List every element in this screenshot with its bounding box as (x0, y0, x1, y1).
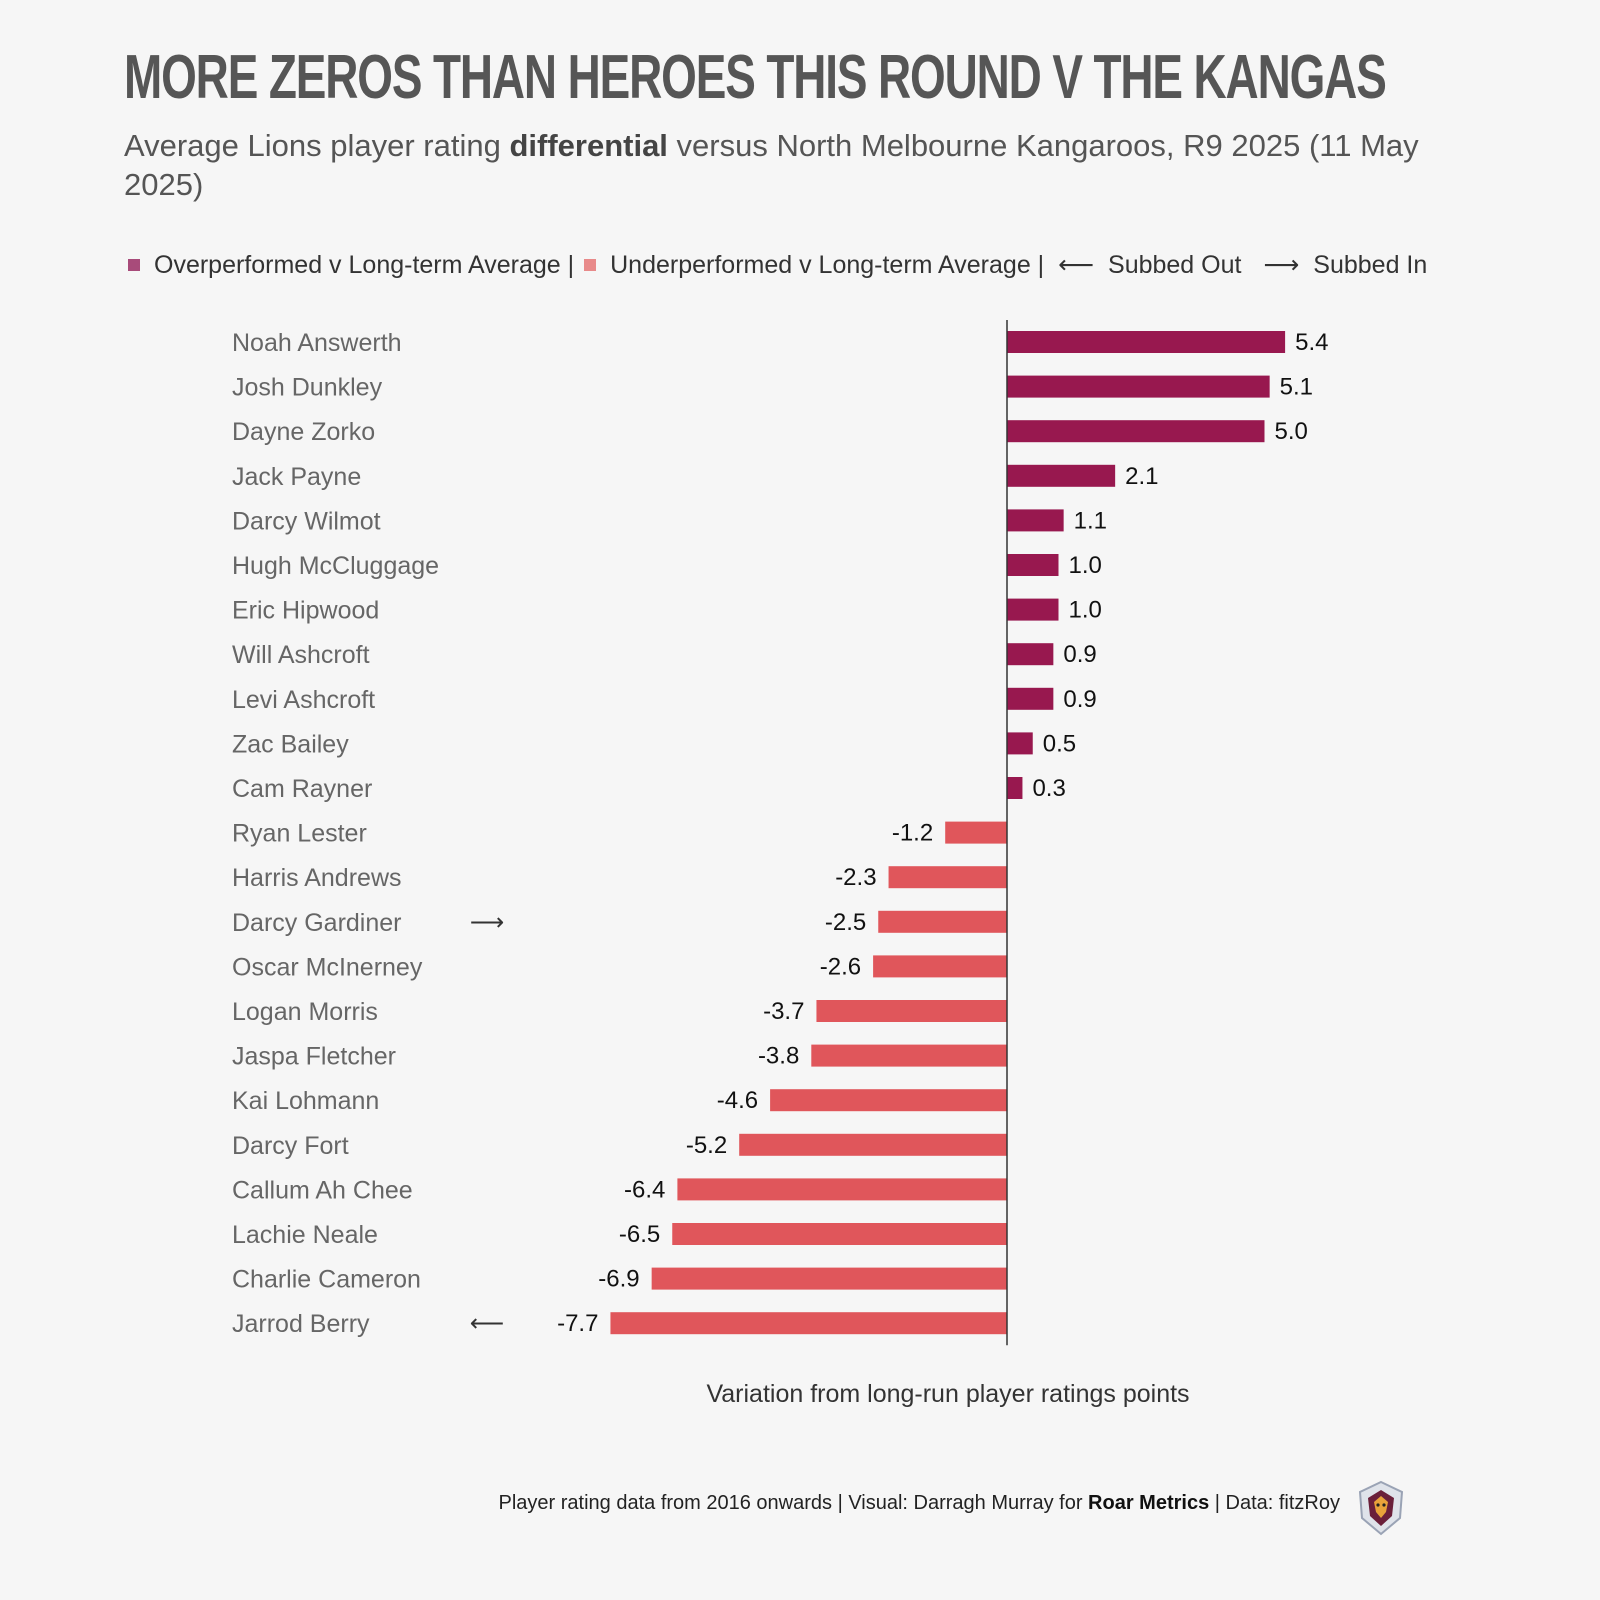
data-label: -6.5 (619, 1221, 660, 1248)
bar (1007, 777, 1023, 799)
bar (1007, 420, 1265, 443)
bar (816, 1000, 1007, 1022)
data-label: -3.8 (758, 1043, 799, 1070)
data-label: -7.7 (557, 1310, 598, 1337)
subbed-in-arrow-icon: ⟶ (1263, 251, 1300, 279)
data-label: 1.1 (1074, 507, 1107, 534)
player-name-label: Zac Bailey (232, 730, 349, 758)
data-label: 0.5 (1043, 730, 1076, 757)
bar (739, 1133, 1007, 1156)
player-name-label: Oscar McInerney (232, 953, 423, 981)
player-name-label: Noah Answerth (232, 329, 402, 357)
bar (888, 866, 1007, 889)
data-label: 5.0 (1275, 418, 1308, 445)
player-name-label: Kai Lohmann (232, 1087, 379, 1115)
bar (811, 1044, 1007, 1067)
bar (1007, 464, 1116, 487)
player-name-label: Charlie Cameron (232, 1266, 421, 1294)
bar (1007, 643, 1054, 666)
x-axis-label: Variation from long-run player ratings p… (706, 1380, 1190, 1408)
legend-under-label: Underperformed v Long-term Average | (610, 250, 1045, 279)
legend: Overperformed v Long-term Average | Unde… (128, 250, 1437, 280)
bar (945, 821, 1007, 844)
bar (610, 1312, 1007, 1335)
chart-title: MORE ZEROS THAN HEROES THIS ROUND V THE … (124, 43, 1387, 112)
bar (1007, 375, 1270, 398)
player-name-label: Darcy Gardiner (232, 909, 402, 937)
subtitle-bold: differential (509, 128, 668, 163)
player-name-label: Lachie Neale (232, 1221, 378, 1249)
data-label: -2.6 (820, 953, 861, 980)
legend-subbed-out-label: Subbed Out (1108, 250, 1242, 279)
player-name-label: Jack Payne (232, 463, 361, 491)
player-name-label: Jaspa Fletcher (232, 1043, 396, 1071)
lion-logo-icon (1358, 1480, 1404, 1536)
player-name-label: Logan Morris (232, 998, 378, 1026)
data-label: 1.0 (1069, 597, 1102, 624)
data-label: -2.5 (825, 909, 866, 936)
bar (672, 1223, 1007, 1245)
data-label: 1.0 (1069, 552, 1102, 579)
legend-under-swatch (584, 259, 597, 271)
subtitle-post: versus North Melbourne Kangaroos, R9 202… (124, 128, 1419, 202)
subbed-in-arrow-icon: ⟶ (470, 908, 504, 936)
player-name-label: Darcy Fort (232, 1132, 349, 1160)
data-label: 2.1 (1125, 463, 1158, 490)
data-label: -2.3 (835, 864, 876, 891)
bar (651, 1267, 1007, 1290)
data-label: 0.3 (1032, 775, 1065, 802)
data-label: 5.1 (1280, 374, 1313, 401)
bar (1007, 331, 1286, 353)
caption: Player rating data from 2016 onwards | V… (0, 1492, 1341, 1515)
bar (873, 955, 1007, 978)
data-label: -4.6 (717, 1087, 758, 1114)
bar (677, 1178, 1007, 1201)
player-name-label: Will Ashcroft (232, 641, 370, 669)
player-name-label: Josh Dunkley (232, 374, 383, 402)
legend-over-swatch (128, 259, 140, 271)
data-label: -3.7 (763, 998, 804, 1025)
legend-over-label: Overperformed v Long-term Average | (154, 250, 575, 279)
bar (1007, 732, 1033, 755)
subbed-out-arrow-icon: ⟵ (470, 1309, 504, 1337)
player-name-label: Levi Ashcroft (232, 686, 375, 714)
player-name-label: Ryan Lester (232, 820, 367, 848)
data-label: 0.9 (1063, 641, 1096, 668)
caption-post: | Data: fitzRoy (1209, 1492, 1340, 1514)
player-name-label: Callum Ah Chee (232, 1176, 413, 1204)
player-name-label: Hugh McCluggage (232, 552, 439, 580)
bar (878, 910, 1007, 933)
data-label: -1.2 (892, 820, 933, 847)
data-label: -6.4 (624, 1176, 665, 1203)
bar (1007, 598, 1059, 621)
bar (1007, 554, 1059, 576)
player-name-label: Eric Hipwood (232, 597, 379, 625)
chart-subtitle: Average Lions player rating differential… (124, 126, 1454, 204)
bar (1007, 509, 1064, 532)
player-name-label: Cam Rayner (232, 775, 372, 803)
bar (770, 1089, 1007, 1112)
subtitle-pre: Average Lions player rating (124, 128, 510, 163)
data-label: 5.4 (1295, 329, 1328, 356)
bar (1007, 687, 1054, 710)
data-label: -5.2 (686, 1132, 727, 1159)
data-label: 0.9 (1063, 686, 1096, 713)
legend-subbed-in-label: Subbed In (1313, 250, 1428, 279)
data-label: -6.9 (598, 1266, 639, 1293)
player-name-label: Darcy Wilmot (232, 507, 381, 535)
bar-chart: Noah Answerth 5.4 Josh Dunkley 5.1 Dayne Zor… (232, 320, 1328, 1346)
caption-pre: Player rating data from 2016 onwards | V… (498, 1492, 1089, 1514)
player-name-label: Jarrod Berry (232, 1310, 370, 1338)
subbed-out-arrow-icon: ⟵ (1058, 251, 1095, 279)
player-name-label: Dayne Zorko (232, 418, 375, 446)
player-name-label: Harris Andrews (232, 864, 402, 892)
caption-bold: Roar Metrics (1088, 1492, 1210, 1514)
